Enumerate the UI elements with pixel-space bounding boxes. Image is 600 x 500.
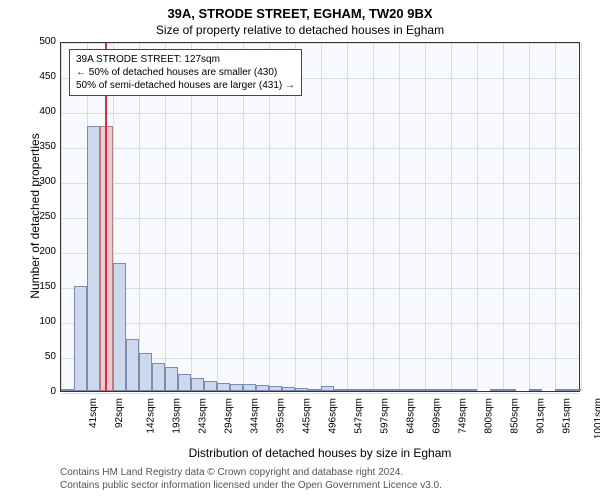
- y-tick-label: 500: [26, 36, 56, 47]
- histogram-bar: [87, 126, 100, 391]
- x-tick-label: 1001sqm: [593, 398, 600, 439]
- chart-subtitle: Size of property relative to detached ho…: [0, 21, 600, 37]
- x-tick-label: 547sqm: [354, 398, 365, 434]
- histogram-bar: [439, 389, 452, 391]
- histogram-bar: [412, 389, 425, 391]
- x-tick-label: 92sqm: [114, 398, 125, 428]
- histogram-bar: [490, 389, 503, 391]
- x-tick-label: 850sqm: [510, 398, 521, 434]
- histogram-bar: [347, 389, 360, 391]
- histogram-bar: [321, 386, 334, 391]
- x-axis-label: Distribution of detached houses by size …: [60, 446, 580, 460]
- x-tick-label: 699sqm: [432, 398, 443, 434]
- histogram-bar: [568, 389, 581, 391]
- histogram-bar: [217, 383, 230, 391]
- histogram-bar: [334, 389, 347, 391]
- y-tick-label: 0: [26, 386, 56, 397]
- histogram-bar: [113, 263, 126, 391]
- annotation-box: 39A STRODE STREET: 127sqm ← 50% of detac…: [69, 49, 302, 96]
- x-tick-label: 294sqm: [224, 398, 235, 434]
- histogram-bar: [373, 389, 386, 391]
- histogram-bar: [308, 389, 321, 391]
- annotation-line-2: ← 50% of detached houses are smaller (43…: [76, 66, 295, 79]
- y-tick-label: 450: [26, 71, 56, 82]
- histogram-bar: [243, 384, 256, 391]
- histogram-bar: [74, 286, 87, 391]
- histogram-bar: [295, 388, 308, 391]
- histogram-bar: [529, 389, 542, 391]
- y-tick-label: 350: [26, 141, 56, 152]
- plot-area: 39A STRODE STREET: 127sqm ← 50% of detac…: [60, 42, 580, 392]
- histogram-bar: [425, 389, 438, 391]
- histogram-bar: [464, 389, 477, 391]
- histogram-bar: [269, 386, 282, 391]
- histogram-bar: [282, 387, 295, 391]
- x-tick-label: 951sqm: [562, 398, 573, 434]
- x-tick-label: 41sqm: [88, 398, 99, 428]
- histogram-bar: [230, 384, 243, 391]
- x-tick-label: 243sqm: [197, 398, 208, 434]
- histogram-bar: [451, 389, 464, 391]
- histogram-bar: [139, 353, 152, 392]
- footer-line-2: Contains public sector information licen…: [60, 479, 442, 492]
- histogram-bar: [399, 389, 412, 391]
- y-tick-label: 50: [26, 351, 56, 362]
- x-tick-label: 395sqm: [276, 398, 287, 434]
- chart-title: 39A, STRODE STREET, EGHAM, TW20 9BX: [0, 0, 600, 21]
- y-tick-label: 400: [26, 106, 56, 117]
- histogram-bar: [204, 381, 217, 392]
- y-tick-label: 300: [26, 176, 56, 187]
- annotation-line-1: 39A STRODE STREET: 127sqm: [76, 53, 295, 66]
- histogram-bar: [360, 389, 373, 391]
- x-tick-label: 496sqm: [328, 398, 339, 434]
- histogram-bar: [256, 385, 269, 391]
- x-tick-label: 142sqm: [146, 398, 157, 434]
- y-tick-label: 100: [26, 316, 56, 327]
- x-tick-label: 901sqm: [536, 398, 547, 434]
- histogram-bar: [61, 389, 74, 391]
- footer-attribution: Contains HM Land Registry data © Crown c…: [60, 466, 442, 492]
- x-tick-label: 344sqm: [249, 398, 260, 434]
- x-tick-label: 749sqm: [458, 398, 469, 434]
- histogram-bar: [178, 374, 191, 392]
- y-tick-label: 250: [26, 211, 56, 222]
- y-tick-label: 150: [26, 281, 56, 292]
- chart-container: 39A, STRODE STREET, EGHAM, TW20 9BX Size…: [0, 0, 600, 500]
- histogram-bar: [126, 339, 139, 392]
- x-tick-label: 193sqm: [172, 398, 183, 434]
- x-tick-label: 445sqm: [301, 398, 312, 434]
- histogram-bar: [503, 389, 516, 391]
- y-tick-label: 200: [26, 246, 56, 257]
- histogram-bar: [555, 389, 568, 391]
- annotation-line-3: 50% of semi-detached houses are larger (…: [76, 79, 295, 92]
- footer-line-1: Contains HM Land Registry data © Crown c…: [60, 466, 442, 479]
- x-tick-label: 648sqm: [406, 398, 417, 434]
- histogram-bar: [152, 363, 165, 391]
- histogram-bar: [191, 378, 204, 391]
- histogram-bar: [386, 389, 399, 391]
- histogram-bar: [165, 367, 178, 392]
- x-tick-label: 800sqm: [484, 398, 495, 434]
- x-tick-label: 597sqm: [380, 398, 391, 434]
